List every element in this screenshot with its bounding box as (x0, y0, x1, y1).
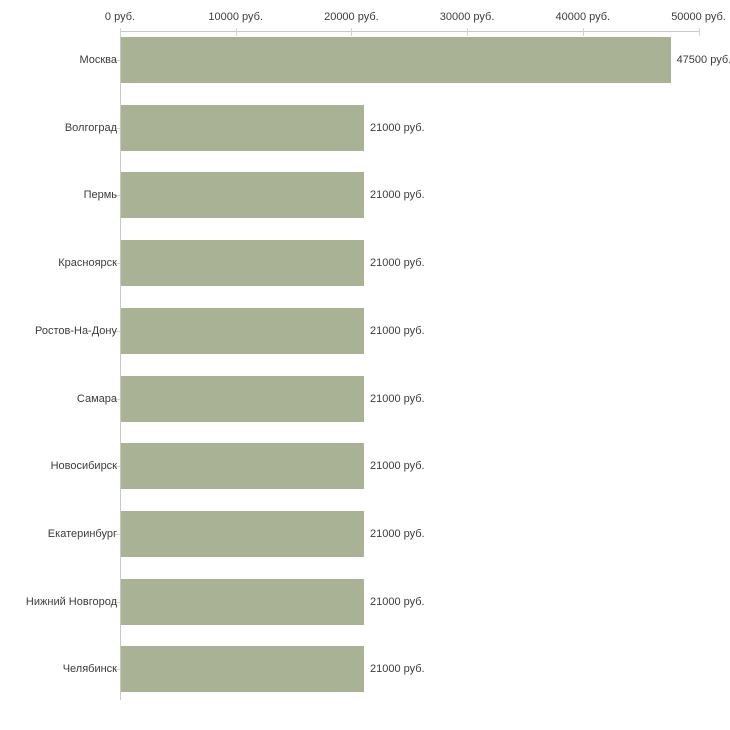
bar (121, 375, 364, 422)
bar-value-label: 21000 руб. (369, 392, 425, 405)
bar-value-label: 21000 руб. (369, 121, 425, 134)
x-tick-mark (582, 28, 584, 36)
x-tick-label: 50000 руб. (671, 11, 726, 23)
category-label: Москва (79, 54, 117, 66)
y-tick-mark (114, 601, 120, 603)
bar-value-label: 21000 руб. (369, 663, 425, 676)
bar (121, 443, 364, 490)
x-tick-label: 10000 руб. (208, 11, 263, 23)
x-tick-label: 30000 руб. (439, 11, 495, 23)
x-tick-mark (698, 28, 700, 36)
bar-value-label: 47500 руб. (676, 54, 730, 66)
bar-value-label: 21000 руб. (369, 595, 425, 608)
category-label: Нижний Новгород (25, 595, 117, 608)
y-tick-mark (114, 127, 120, 129)
bar (121, 646, 364, 693)
x-tick-label: 20000 руб. (324, 11, 379, 23)
bar-value-label: 21000 руб. (369, 189, 425, 202)
x-axis-line (120, 31, 700, 32)
y-tick-mark (114, 398, 120, 400)
y-tick-mark (114, 195, 120, 197)
category-label: Ростов-На-Дону (34, 324, 117, 337)
bar-value-label: 21000 руб. (369, 527, 425, 540)
bar (121, 104, 364, 151)
bar (121, 578, 364, 625)
bar-value-label: 21000 руб. (369, 324, 425, 337)
y-axis-line (120, 31, 121, 700)
category-label: Челябинск (62, 663, 117, 676)
y-tick-mark (114, 263, 120, 265)
x-tick-label: 40000 руб. (555, 11, 611, 23)
y-tick-mark (114, 669, 120, 671)
bar-value-label: 21000 руб. (369, 257, 425, 270)
category-label: Екатеринбург (47, 527, 117, 540)
y-tick-mark (114, 60, 120, 61)
y-tick-mark (114, 466, 120, 468)
category-label: Новосибирск (50, 460, 117, 473)
y-tick-mark (114, 330, 120, 332)
x-tick-mark (235, 28, 237, 36)
y-tick-mark (114, 533, 120, 535)
bar-value-label: 21000 руб. (369, 460, 425, 473)
bar (121, 240, 364, 287)
bar (121, 307, 364, 354)
category-label: Волгоград (64, 121, 117, 134)
category-label: Красноярск (58, 257, 117, 270)
x-tick-mark (120, 28, 121, 36)
x-tick-mark (351, 28, 353, 36)
category-label: Самара (76, 392, 117, 405)
category-label: Пермь (83, 189, 117, 202)
x-tick-label: 0 руб. (104, 11, 136, 23)
bar (121, 37, 671, 83)
bar (121, 172, 364, 219)
x-tick-mark (467, 28, 469, 36)
bar (121, 510, 364, 557)
